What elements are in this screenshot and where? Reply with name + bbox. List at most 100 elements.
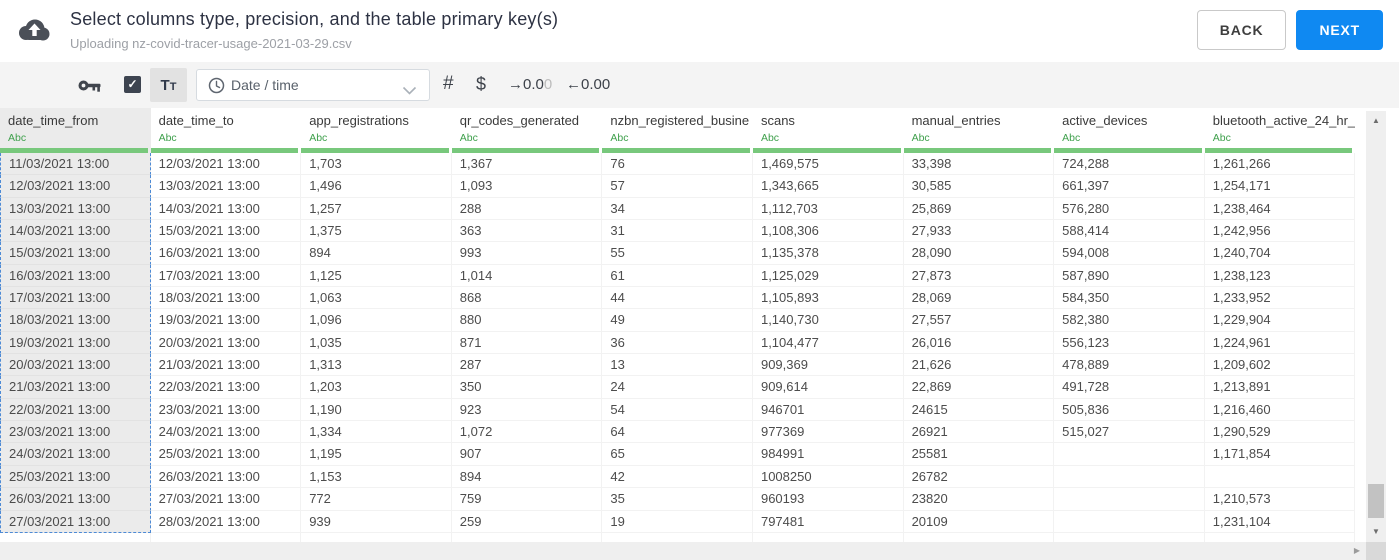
next-button[interactable]: NEXT bbox=[1296, 10, 1383, 50]
column-header[interactable]: manual_entries Abc bbox=[903, 108, 1055, 153]
table-cell[interactable]: 15/03/2021 13:00 bbox=[0, 242, 151, 265]
table-cell[interactable]: 22/03/2021 13:00 bbox=[150, 376, 302, 399]
table-cell[interactable]: 1,014 bbox=[451, 264, 603, 288]
table-cell[interactable] bbox=[1054, 443, 1205, 466]
table-cell[interactable]: 491,728 bbox=[1054, 376, 1205, 399]
table-cell[interactable]: 27/03/2021 13:00 bbox=[0, 510, 151, 533]
table-cell[interactable]: 19 bbox=[602, 510, 753, 533]
table-cell[interactable]: 1,240,704 bbox=[1204, 242, 1356, 265]
table-cell[interactable]: 923 bbox=[451, 398, 603, 422]
table-cell[interactable] bbox=[1054, 465, 1205, 489]
table-cell[interactable]: 20/03/2021 13:00 bbox=[150, 331, 302, 355]
table-cell[interactable]: 20/03/2021 13:00 bbox=[0, 354, 151, 377]
column-header[interactable]: nzbn_registered_busine Abc bbox=[602, 108, 753, 153]
table-cell[interactable]: 1,063 bbox=[301, 287, 452, 310]
back-button[interactable]: BACK bbox=[1196, 10, 1287, 50]
table-cell[interactable]: 1,195 bbox=[301, 443, 452, 466]
table-cell[interactable]: 23/03/2021 13:00 bbox=[150, 398, 302, 422]
table-cell[interactable] bbox=[1054, 488, 1205, 511]
table-cell[interactable]: 26,016 bbox=[903, 331, 1055, 355]
scroll-down-icon[interactable]: ▼ bbox=[1372, 527, 1380, 536]
table-cell[interactable]: 23/03/2021 13:00 bbox=[0, 421, 151, 444]
table-cell[interactable]: 44 bbox=[602, 287, 753, 310]
table-cell[interactable]: 25/03/2021 13:00 bbox=[150, 443, 302, 466]
table-cell[interactable]: 1,096 bbox=[301, 309, 452, 332]
table-cell[interactable]: 34 bbox=[602, 197, 753, 221]
table-cell[interactable]: 1,290,529 bbox=[1204, 421, 1356, 444]
table-cell[interactable]: 25/03/2021 13:00 bbox=[0, 465, 151, 489]
table-cell[interactable]: 31 bbox=[602, 220, 753, 243]
table-cell[interactable] bbox=[1204, 465, 1356, 489]
table-cell[interactable]: 556,123 bbox=[1054, 331, 1205, 355]
table-cell[interactable] bbox=[1054, 510, 1205, 533]
table-cell[interactable]: 894 bbox=[451, 465, 603, 489]
table-cell[interactable]: 1,233,952 bbox=[1204, 287, 1356, 310]
table-cell[interactable]: 27,557 bbox=[903, 309, 1055, 332]
table-cell[interactable]: 21/03/2021 13:00 bbox=[150, 354, 302, 377]
table-cell[interactable]: 880 bbox=[451, 309, 603, 332]
table-cell[interactable]: 18/03/2021 13:00 bbox=[0, 309, 151, 332]
table-cell[interactable]: 1,108,306 bbox=[752, 220, 904, 243]
table-cell[interactable]: 1,496 bbox=[301, 175, 452, 198]
table-cell[interactable]: 28,069 bbox=[903, 287, 1055, 310]
table-cell[interactable]: 939 bbox=[301, 510, 452, 533]
table-cell[interactable]: 478,889 bbox=[1054, 354, 1205, 377]
table-cell[interactable]: 13/03/2021 13:00 bbox=[0, 197, 151, 221]
table-cell[interactable]: 1,105,893 bbox=[752, 287, 904, 310]
table-cell[interactable]: 30,585 bbox=[903, 175, 1055, 198]
table-cell[interactable]: 12/03/2021 13:00 bbox=[0, 175, 151, 198]
table-cell[interactable]: 797481 bbox=[752, 510, 904, 533]
table-cell[interactable]: 1,224,961 bbox=[1204, 331, 1356, 355]
table-cell[interactable]: 27,933 bbox=[903, 220, 1055, 243]
table-cell[interactable]: 25581 bbox=[903, 443, 1055, 466]
table-cell[interactable]: 907 bbox=[451, 443, 603, 466]
table-cell[interactable]: 13/03/2021 13:00 bbox=[150, 175, 302, 198]
table-cell[interactable]: 1,171,854 bbox=[1204, 443, 1356, 466]
table-cell[interactable]: 15/03/2021 13:00 bbox=[150, 220, 302, 243]
table-cell[interactable]: 1,238,464 bbox=[1204, 197, 1356, 221]
table-cell[interactable]: 23820 bbox=[903, 488, 1055, 511]
table-cell[interactable]: 1,190 bbox=[301, 398, 452, 422]
table-cell[interactable]: 21,626 bbox=[903, 354, 1055, 377]
table-cell[interactable]: 57 bbox=[602, 175, 753, 198]
table-cell[interactable]: 993 bbox=[451, 242, 603, 265]
table-cell[interactable]: 1,343,665 bbox=[752, 175, 904, 198]
table-cell[interactable]: 16/03/2021 13:00 bbox=[150, 242, 302, 265]
table-cell[interactable]: 960193 bbox=[752, 488, 904, 511]
table-cell[interactable]: 1,112,703 bbox=[752, 197, 904, 221]
table-cell[interactable]: 1,469,575 bbox=[752, 153, 904, 176]
table-cell[interactable]: 26921 bbox=[903, 421, 1055, 444]
table-cell[interactable]: 1,209,602 bbox=[1204, 354, 1356, 377]
table-cell[interactable]: 17/03/2021 13:00 bbox=[150, 264, 302, 288]
column-header[interactable]: scans Abc bbox=[752, 108, 904, 153]
table-cell[interactable]: 14/03/2021 13:00 bbox=[0, 220, 151, 243]
currency-type-button[interactable]: $ bbox=[476, 74, 487, 94]
table-cell[interactable]: 984991 bbox=[752, 443, 904, 466]
table-cell[interactable]: 350 bbox=[451, 376, 603, 399]
table-cell[interactable]: 1,261,266 bbox=[1204, 153, 1356, 176]
table-cell[interactable]: 1,140,730 bbox=[752, 309, 904, 332]
vertical-scrollbar[interactable]: ▲ ▼ bbox=[1366, 111, 1386, 542]
column-header[interactable]: active_devices Abc bbox=[1054, 108, 1205, 153]
table-cell[interactable]: 20109 bbox=[903, 510, 1055, 533]
table-cell[interactable]: 1,231,104 bbox=[1204, 510, 1356, 533]
table-cell[interactable]: 1,093 bbox=[451, 175, 603, 198]
text-type-button[interactable]: TT bbox=[150, 68, 187, 102]
table-cell[interactable]: 977369 bbox=[752, 421, 904, 444]
table-cell[interactable]: 1,125,029 bbox=[752, 264, 904, 288]
table-cell[interactable]: 909,614 bbox=[752, 376, 904, 399]
table-cell[interactable]: 1,254,171 bbox=[1204, 175, 1356, 198]
table-cell[interactable]: 19/03/2021 13:00 bbox=[0, 331, 151, 355]
table-cell[interactable]: 1,375 bbox=[301, 220, 452, 243]
table-cell[interactable]: 14/03/2021 13:00 bbox=[150, 197, 302, 221]
table-cell[interactable]: 16/03/2021 13:00 bbox=[0, 264, 151, 288]
table-cell[interactable]: 946701 bbox=[752, 398, 904, 422]
table-cell[interactable]: 1,257 bbox=[301, 197, 452, 221]
table-cell[interactable]: 21/03/2021 13:00 bbox=[0, 376, 151, 399]
table-cell[interactable]: 661,397 bbox=[1054, 175, 1205, 198]
table-cell[interactable]: 35 bbox=[602, 488, 753, 511]
table-cell[interactable]: 19/03/2021 13:00 bbox=[150, 309, 302, 332]
table-cell[interactable]: 24 bbox=[602, 376, 753, 399]
table-cell[interactable]: 287 bbox=[451, 354, 603, 377]
table-cell[interactable]: 588,414 bbox=[1054, 220, 1205, 243]
